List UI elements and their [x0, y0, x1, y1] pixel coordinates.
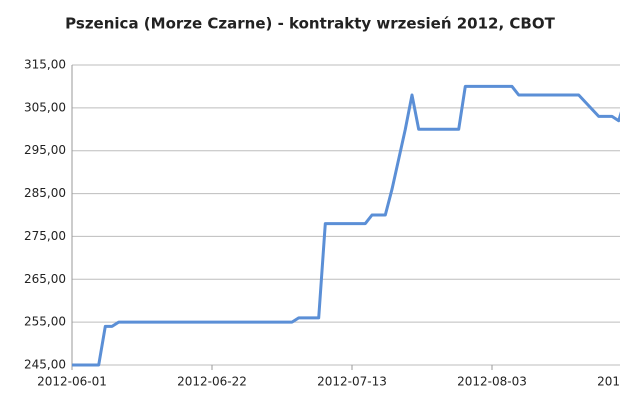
y-tick-label: 285,00	[24, 186, 66, 200]
y-tick-label: 245,00	[24, 358, 66, 372]
x-tick-label: 2012-07-13	[317, 375, 387, 389]
y-tick-label: 265,00	[24, 272, 66, 286]
y-tick-label: 315,00	[24, 58, 66, 72]
x-tick-label: 2012-08-03	[457, 375, 527, 389]
y-tick-label: 305,00	[24, 100, 66, 114]
data-line	[72, 84, 620, 367]
x-tick-label: 2012-06-22	[177, 375, 247, 389]
x-tick-label: 2012-08-24	[597, 375, 620, 389]
y-tick-label: 275,00	[24, 229, 66, 243]
y-tick-label: 295,00	[24, 143, 66, 157]
y-tick-label: 255,00	[24, 315, 66, 329]
chart-title: Pszenica (Morze Czarne) - kontrakty wrze…	[65, 15, 555, 33]
x-tick-label: 2012-06-01	[37, 375, 107, 389]
